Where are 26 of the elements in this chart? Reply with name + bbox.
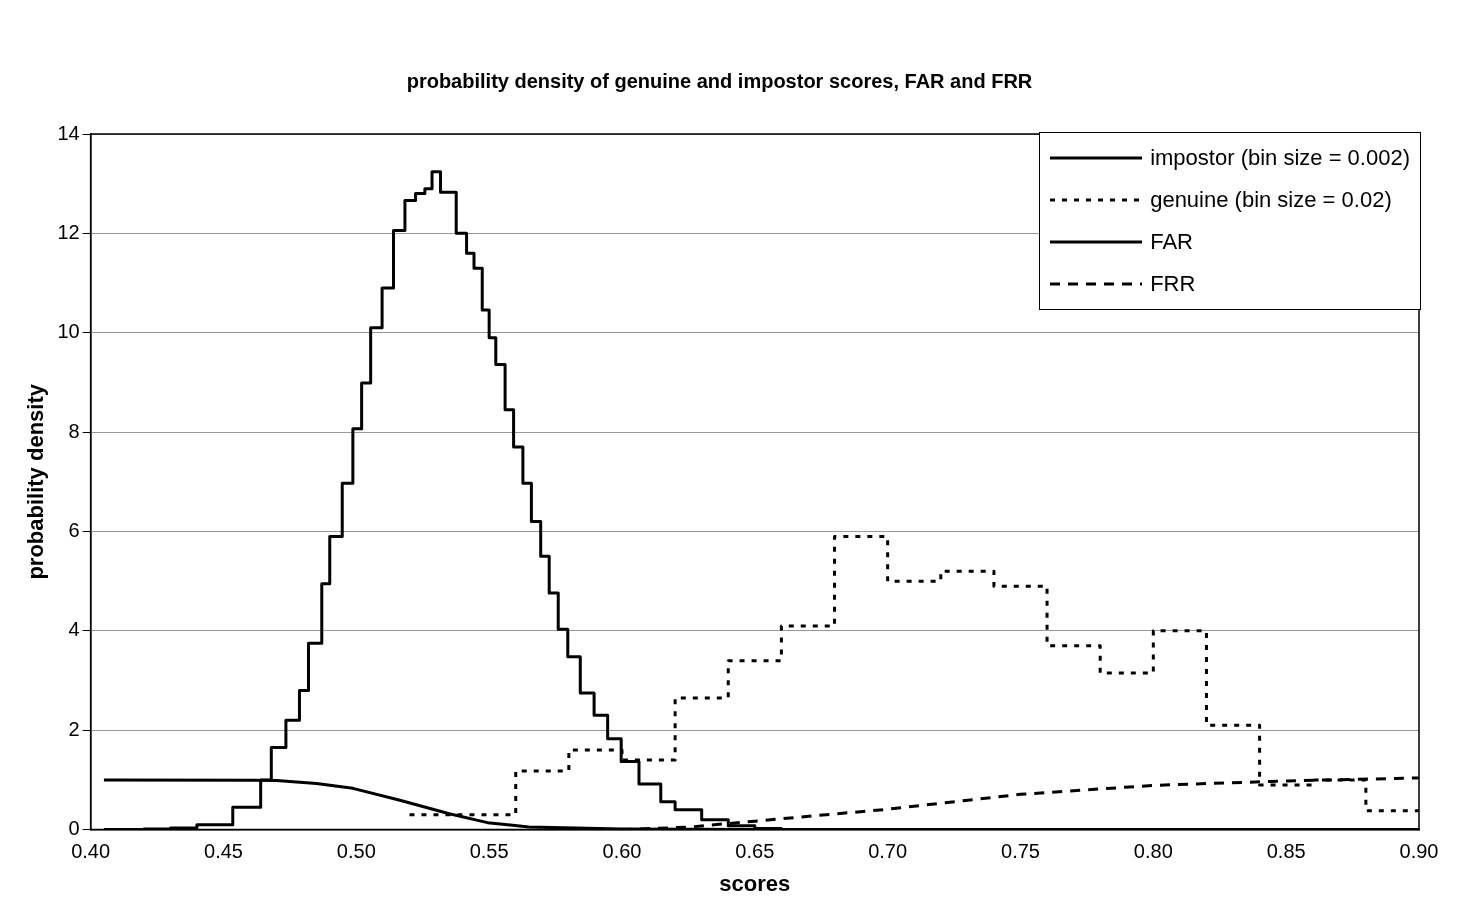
y-tick-label: 6 (68, 519, 80, 541)
x-tick-label: 0.70 (868, 840, 908, 863)
x-tick-label: 0.85 (1266, 840, 1306, 863)
y-tick-label: 10 (57, 320, 80, 343)
y-tick-label: 12 (57, 220, 80, 243)
x-tick-label: 0.40 (71, 840, 111, 863)
legend-label: genuine (bin size = 0.02) (1150, 187, 1392, 213)
x-tick-label: 0.75 (1001, 840, 1040, 863)
chart-title: probability density of genuine and impostor scores, FAR and FRR (406, 69, 1033, 92)
legend-label: FAR (1150, 229, 1193, 255)
x-tick-label: 0.45 (204, 840, 243, 863)
x-axis-title: scores (719, 870, 791, 896)
x-tick-label: 0.90 (1399, 840, 1439, 863)
y-tick-label: 14 (57, 121, 80, 144)
y-tick-label: 8 (68, 419, 80, 442)
legend-label: FRR (1150, 271, 1196, 297)
y-tick-label: 0 (68, 817, 80, 840)
x-tick-label: 0.50 (336, 840, 376, 863)
x-tick-label: 0.55 (469, 840, 509, 863)
legend-label: impostor (bin size = 0.002) (1150, 145, 1410, 171)
y-axis-title: probability density (23, 383, 49, 580)
x-tick-label: 0.65 (735, 840, 775, 863)
x-tick-label: 0.60 (602, 840, 642, 863)
x-tick-label: 0.80 (1133, 840, 1173, 863)
y-tick-label: 2 (68, 717, 80, 740)
y-tick-label: 4 (68, 618, 80, 641)
